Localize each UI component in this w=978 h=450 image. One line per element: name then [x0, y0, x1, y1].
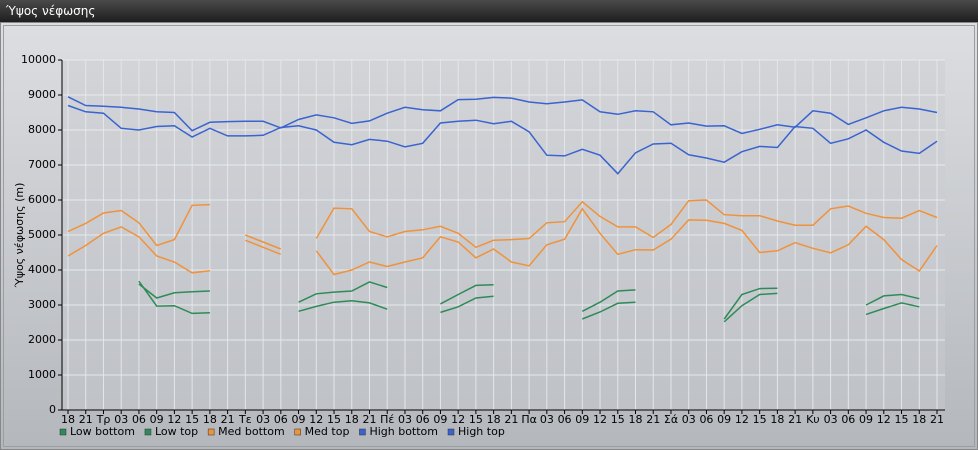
x-tick-label: 21: [646, 413, 660, 426]
legend-label: Low top: [155, 425, 198, 438]
x-tick-label: 12: [593, 413, 607, 426]
series-line: [67, 207, 938, 276]
legend-label: Low bottom: [70, 425, 135, 438]
x-tick-label: 03: [256, 413, 270, 426]
x-tick-label: 06: [558, 413, 572, 426]
x-tick-label: 21: [221, 413, 235, 426]
legend-label: High top: [458, 425, 505, 438]
y-axis-label: Ύψος νέφωσης (m): [13, 183, 26, 289]
chart: Ύψος νέφωσης (m) 0 1000 2000 3000 4000 5000 60…: [0, 22, 978, 450]
series-line: [67, 104, 938, 175]
chart-frame: [3, 25, 975, 447]
x-tick-label: 09: [859, 413, 873, 426]
legend-swatch: [359, 428, 366, 436]
x-tick-label: 15: [469, 413, 483, 426]
legend-label: Med top: [305, 425, 350, 438]
x-tick-label: 18: [203, 413, 217, 426]
x-tick-label: 15: [753, 413, 767, 426]
x-tick-label: 06: [132, 413, 146, 426]
y-tick-label: 5000: [28, 228, 56, 241]
x-tick-label: 21: [930, 413, 944, 426]
x-tick-label: 15: [895, 413, 909, 426]
y-tick-label: 10000: [21, 53, 56, 66]
x-tick-label: 06: [274, 413, 288, 426]
x-tick-label: 18: [912, 413, 926, 426]
y-tick-label: 6000: [28, 193, 56, 206]
x-tick-label: 18: [61, 413, 75, 426]
series-line: [67, 96, 938, 135]
x-tick-label: 03: [398, 413, 412, 426]
x-tick-label: 12: [877, 413, 891, 426]
y-tick-label: 4000: [28, 263, 56, 276]
legend-label: Med bottom: [218, 425, 285, 438]
x-tick-label: 15: [327, 413, 341, 426]
x-tick-label: 15: [611, 413, 625, 426]
x-tick-label: 09: [433, 413, 447, 426]
x-tick-label: Κυ: [806, 413, 820, 426]
x-tick-label: 18: [345, 413, 359, 426]
x-tick-label: 15: [185, 413, 199, 426]
x-tick-label: 12: [735, 413, 749, 426]
legend-swatch: [447, 428, 455, 436]
x-tick-label: 18: [629, 413, 643, 426]
x-tick-label: Πα: [521, 413, 537, 426]
x-tick-label: 09: [575, 413, 589, 426]
series-line: [67, 199, 938, 250]
series-line: [138, 281, 920, 320]
x-tick-label: 06: [841, 413, 855, 426]
y-tick-label: 7000: [28, 158, 56, 171]
x-tick-label: Σά: [664, 413, 678, 426]
series-line: [138, 280, 920, 323]
legend-label: High bottom: [369, 425, 438, 438]
x-tick-label: 18: [487, 413, 501, 426]
x-tick-label: 06: [416, 413, 430, 426]
x-tick-label: 03: [824, 413, 838, 426]
x-tick-label: 03: [682, 413, 696, 426]
x-tick-label: 03: [540, 413, 554, 426]
legend-swatch: [59, 428, 67, 436]
y-tick-label: 1000: [28, 368, 56, 381]
x-tick-label: 03: [114, 413, 128, 426]
y-tick-label: 3000: [28, 298, 56, 311]
y-tick-label: 0: [49, 403, 56, 416]
x-tick-label: 21: [504, 413, 518, 426]
x-tick-label: Τρ: [96, 413, 111, 426]
y-tick-label: 9000: [28, 88, 56, 101]
legend-swatch: [294, 428, 301, 436]
x-tick-label: 21: [362, 413, 376, 426]
x-tick-label: 09: [150, 413, 164, 426]
x-tick-label: 12: [309, 413, 323, 426]
window-title: Ύψος νέφωσης: [0, 0, 978, 22]
x-tick-label: 09: [717, 413, 731, 426]
x-tick-label: 21: [788, 413, 802, 426]
legend-swatch: [144, 428, 152, 436]
x-tick-label: Πέ: [380, 413, 394, 426]
x-tick-label: 21: [79, 413, 93, 426]
y-tick-label: 8000: [28, 123, 56, 136]
x-tick-label: 18: [770, 413, 784, 426]
legend-swatch: [207, 428, 215, 436]
x-tick-label: 09: [292, 413, 306, 426]
y-tick-label: 2000: [28, 333, 56, 346]
x-tick-label: Τε: [238, 413, 252, 426]
x-tick-label: 12: [167, 413, 181, 426]
x-tick-label: 12: [451, 413, 465, 426]
x-tick-label: 06: [699, 413, 713, 426]
